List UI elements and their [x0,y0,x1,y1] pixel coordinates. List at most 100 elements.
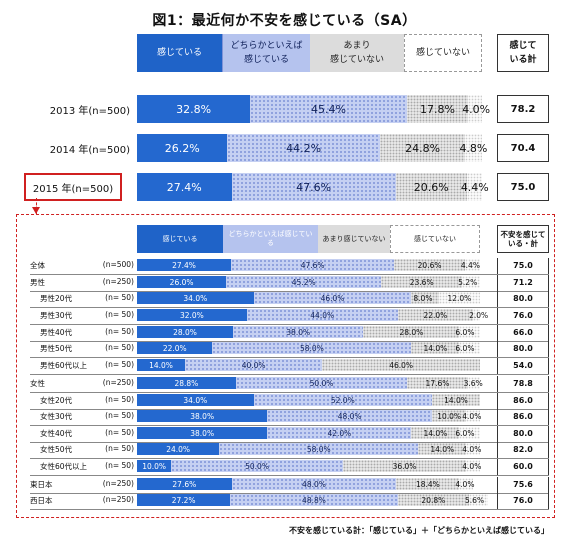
bar-segment-somewhat-feel: 58.0% [212,342,412,354]
row-label: 2015 年(n=500) [24,173,122,201]
row-label: 男性30代 [40,311,73,320]
bar-segment-somewhat-feel: 40.0% [185,359,323,371]
bar-segment-feel: 22.0% [137,342,213,354]
detail-legend-total-line2: いる・計 [508,239,538,248]
row-label: 東日本 [30,480,53,489]
bar-segment-feel: 32.0% [137,309,247,321]
data-label: 38.0% [190,428,215,438]
bar-segment-feel: 24.0% [137,443,220,455]
bar-segment-feel: 27.4% [137,259,231,271]
legend-somewhat-feel-line1: どちらかといえば [230,41,303,51]
data-label: 20.6% [413,180,449,194]
data-label: 44.0% [310,310,335,320]
legend-not-much-line2: 感じていない [329,55,384,65]
total-value: 80.0 [497,341,549,357]
bar-segment-somewhat-feel: 48.0% [267,410,432,422]
bar-segment-somewhat-feel: 47.6% [231,173,396,201]
stacked-bar: 22.0% 58.0% 14.0% 6.0% [137,342,480,354]
row-sample-size: (n= 50) [105,360,134,369]
legend-total-line2: いる計 [509,55,537,65]
data-label: 34.0% [183,293,208,303]
data-label: 24.8% [405,141,441,155]
data-label: 42.0% [327,428,352,438]
legend-feel: 感じている [137,34,222,72]
stacked-bar: 27.4% 47.6% 20.6% 4.4% [137,259,480,271]
bar-segment-not-much: 14.0% [411,342,460,354]
detail-legend-somewhat-line2: る [267,239,274,247]
legend-total-line1: 感じて [509,41,537,51]
bar-segment-not-feel: 6.0% [455,342,480,354]
bar-segment-not-feel: 4.4% [461,259,480,271]
bar-segment-somewhat-feel: 45.2% [226,276,382,288]
data-label: 8.0% [413,293,433,303]
stacked-bar: 26.2% 44.2% 24.8% 4.8% [137,134,487,162]
stacked-bar: 38.0% 42.0% 14.0% 6.0% [137,427,480,439]
legend-feel-label: 感じている [156,48,202,58]
bar-segment-not-much: 46.0% [322,359,480,371]
data-label: 26.2% [164,141,200,155]
bar-segment-not-much: 17.8% [406,95,469,123]
detail-legend-somewhat-feel: どちらかといえば感じている [223,225,318,253]
row-separator [30,374,549,375]
bar-segment-not-feel: 6.0% [455,326,480,338]
data-label: 10.0% [437,411,462,421]
bar-segment-not-much: 10.0% [431,410,467,422]
bar-segment-not-feel: 6.0% [455,427,480,439]
row-label: 女性20代 [40,396,73,405]
total-value: 76.0 [497,493,549,509]
row-label: 男性20代 [40,294,73,303]
data-label: 4.4% [460,260,480,270]
bar-segment-not-much: 23.6% [381,276,463,288]
row-separator [30,324,549,325]
data-label: 6.0% [455,327,475,337]
data-label: 6.0% [455,343,475,353]
total-value: 75.6 [497,477,549,493]
bar-segment-feel: 28.8% [137,377,236,389]
row-separator [30,307,549,308]
data-label: 58.0% [300,343,324,353]
row-separator [30,341,549,342]
bar-segment-not-much: 20.8% [397,494,470,506]
bar-segment-not-much: 28.0% [363,326,460,338]
row-separator [30,409,549,410]
data-label: 14.0% [423,428,448,438]
legend-not-much: あまり 感じていない [310,34,404,72]
highlight-arrow-head [32,207,40,214]
data-label: 12.0% [447,293,472,303]
row-sample-size: (n= 50) [105,444,134,453]
total-value: 71.2 [497,275,549,291]
row-separator [30,509,549,510]
bar-segment-feel: 27.2% [137,494,231,506]
row-separator [30,493,549,494]
detail-legend-feel-label: 感じている [162,234,198,243]
row-sample-size: (n=250) [102,378,134,387]
row-sample-size: (n=500) [102,260,134,269]
data-label: 14.0% [149,360,173,370]
stacked-bar: 32.0% 44.0% 22.0% 2.0% [137,309,488,321]
detail-legend-not-feel-label: 感じていない [414,234,456,243]
stacked-bar: 10.0% 50.0% 36.0% 4.0% [137,460,481,472]
data-label: 34.0% [183,395,208,405]
bar-segment-not-much: 18.4% [396,478,460,490]
data-label: 17.8% [420,102,455,116]
bar-segment-not-feel: 4.8% [459,134,487,162]
data-label: 27.6% [172,479,197,489]
bar-segment-not-feel: 4.0% [462,95,490,123]
row-label: 女性40代 [40,429,73,438]
bar-segment-not-feel: 4.0% [455,478,474,490]
total-value: 80.0 [497,426,549,442]
footnote: 不安を感じている計：「感じている」＋「どちらかといえば感じている」 [289,526,549,535]
bar-segment-not-much: 8.0% [411,292,439,304]
bar-segment-somewhat-feel: 47.6% [230,259,395,271]
total-value: 78.2 [497,95,549,123]
data-label: 38.0% [190,411,215,421]
row-sample-size: (n=250) [102,495,134,504]
data-label: 28.0% [173,327,197,337]
detail-legend-somewhat-line1: どちらかといえば感じてい [228,230,313,238]
stacked-bar: 34.0% 46.0% 8.0% 12.0% [137,292,480,304]
bar-segment-not-much: 24.8% [379,134,466,162]
total-value: 82.0 [497,442,549,458]
bar-segment-feel: 34.0% [137,292,254,304]
data-label: 6.0% [455,428,475,438]
detail-legend-total-line1: 不安を感じて [500,230,546,239]
